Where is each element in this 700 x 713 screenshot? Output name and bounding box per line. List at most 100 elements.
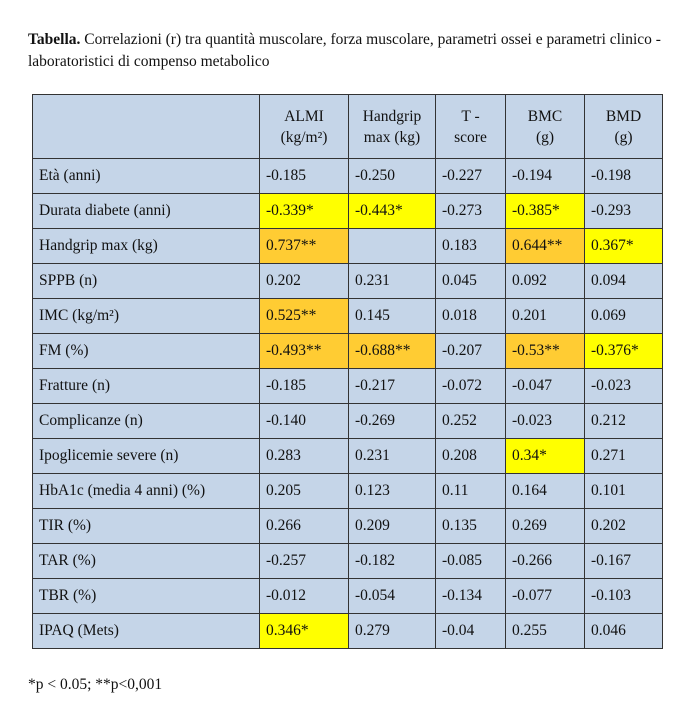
table-row: SPPB (n) 0.202 0.231 0.045 0.092 0.094 [32,263,663,299]
row-label: Durata diabete (anni) [32,193,260,229]
table-cell: 0.255 [505,613,585,649]
header-line-2: (g) [535,128,555,146]
caption-text: Correlazioni (r) tra quantità muscolare,… [28,31,661,70]
table-cell: 0.018 [435,298,506,334]
table-cell: 0.644** [505,228,585,264]
table-cell: 0.101 [584,473,663,509]
header-row: ALMI (kg/m²) Handgrip max (kg) T - score BMC (g… [32,94,663,159]
header-line-1: BMD [605,107,642,125]
table-cell: 0.231 [348,438,436,474]
table-row: IMC (kg/m²) 0.525** 0.145 0.018 0.201 0.069 [32,298,663,334]
table-cell: 0.046 [584,613,663,649]
row-label: TBR (%) [32,578,260,614]
table-header: ALMI (kg/m²) Handgrip max (kg) T - score BMC (g… [32,94,663,159]
table-cell: 0.279 [348,613,436,649]
header-cell-empty [32,94,260,159]
table-cell: 0.283 [259,438,349,474]
table-cell: 0.183 [435,228,506,264]
table-cell: 0.205 [259,473,349,509]
header-cell: ALMI (kg/m²) [259,94,349,159]
row-label: IPAQ (Mets) [32,613,260,649]
table-row: FM (%) -0.493** -0.688** -0.207 -0.53** -0.37… [32,333,663,369]
table-cell: 0.164 [505,473,585,509]
table-row: IPAQ (Mets) 0.346* 0.279 -0.04 0.255 0.046 [32,613,663,649]
table-cell: -0.217 [348,368,436,404]
table-cell: -0.376* [584,333,663,369]
table-row: HbA1c (media 4 anni) (%) 0.205 0.123 0.11 0.… [32,473,663,509]
header-line-2: max (kg) [363,128,421,146]
row-label: SPPB (n) [32,263,260,299]
table-cell: -0.207 [435,333,506,369]
table-row: Handgrip max (kg) 0.737** 0.183 0.644** 0.36… [32,228,663,264]
table-row: TAR (%) -0.257 -0.182 -0.085 -0.266 -0.167 [32,543,663,579]
table-cell: -0.072 [435,368,506,404]
caption-label: Tabella. [28,31,81,48]
table-cell: 0.34* [505,438,585,474]
table-cell: -0.198 [584,158,663,194]
table-cell: -0.103 [584,578,663,614]
table-cell: 0.135 [435,508,506,544]
table-cell: 0.367* [584,228,663,264]
row-label: Handgrip max (kg) [32,228,260,264]
header-line-1: T - [461,107,480,125]
table-cell: -0.250 [348,158,436,194]
table-cell [348,228,436,264]
table-cell: 0.069 [584,298,663,334]
table-row: TIR (%) 0.266 0.209 0.135 0.269 0.202 [32,508,663,544]
table-caption: Tabella. Correlazioni (r) tra quantità m… [28,29,696,73]
table-cell: 0.201 [505,298,585,334]
table-cell: -0.185 [259,368,349,404]
table-cell: -0.443* [348,193,436,229]
header-line-1: Handgrip [362,107,422,125]
header-cell: BMD (g) [584,94,663,159]
header-line-2: score [454,128,487,146]
table-body: Età (anni) -0.185 -0.250 -0.227 -0.194 -0.198… [32,158,663,649]
table-cell: -0.339* [259,193,349,229]
table-cell: 0.252 [435,403,506,439]
table-cell: -0.493** [259,333,349,369]
table-cell: 0.737** [259,228,349,264]
correlation-table: ALMI (kg/m²) Handgrip max (kg) T - score BMC (g… [32,94,663,649]
row-label: Età (anni) [32,158,260,194]
table-cell: 0.212 [584,403,663,439]
table-cell: -0.227 [435,158,506,194]
header-cell: BMC (g) [505,94,585,159]
header-line-2: (g) [614,128,633,146]
table-cell: -0.04 [435,613,506,649]
table-cell: -0.134 [435,578,506,614]
header-cell: Handgrip max (kg) [348,94,436,159]
table-row: TBR (%) -0.012 -0.054 -0.134 -0.077 -0.103 [32,578,663,614]
table-cell: -0.012 [259,578,349,614]
table-cell: 0.271 [584,438,663,474]
row-label: TIR (%) [32,508,260,544]
table-cell: -0.385* [505,193,585,229]
table-cell: 0.094 [584,263,663,299]
table-cell: -0.688** [348,333,436,369]
table-cell: -0.140 [259,403,349,439]
table-row: Ipoglicemie severe (n) 0.283 0.231 0.208 0.3… [32,438,663,474]
table-cell: 0.266 [259,508,349,544]
table-cell: -0.023 [505,403,585,439]
table-cell: 0.525** [259,298,349,334]
row-label: Complicanze (n) [32,403,260,439]
row-label: FM (%) [32,333,260,369]
row-label: Ipoglicemie severe (n) [32,438,260,474]
table-cell: 0.092 [505,263,585,299]
table-cell: -0.53** [505,333,585,369]
table-cell: 0.202 [259,263,349,299]
header-line-2: (kg/m²) [280,128,328,146]
table-cell: -0.182 [348,543,436,579]
table-cell: 0.208 [435,438,506,474]
table-cell: -0.273 [435,193,506,229]
header-cell: T - score [435,94,506,159]
footnote: *p < 0.05; **p<0,001 [28,676,163,693]
table-row: Età (anni) -0.185 -0.250 -0.227 -0.194 -0.198 [32,158,663,194]
row-label: IMC (kg/m²) [32,298,260,334]
table-cell: -0.194 [505,158,585,194]
table-cell: -0.293 [584,193,663,229]
table-cell: 0.123 [348,473,436,509]
table-cell: 0.145 [348,298,436,334]
table-cell: -0.023 [584,368,663,404]
table-row: Complicanze (n) -0.140 -0.269 0.252 -0.023 0.… [32,403,663,439]
table-cell: 0.202 [584,508,663,544]
